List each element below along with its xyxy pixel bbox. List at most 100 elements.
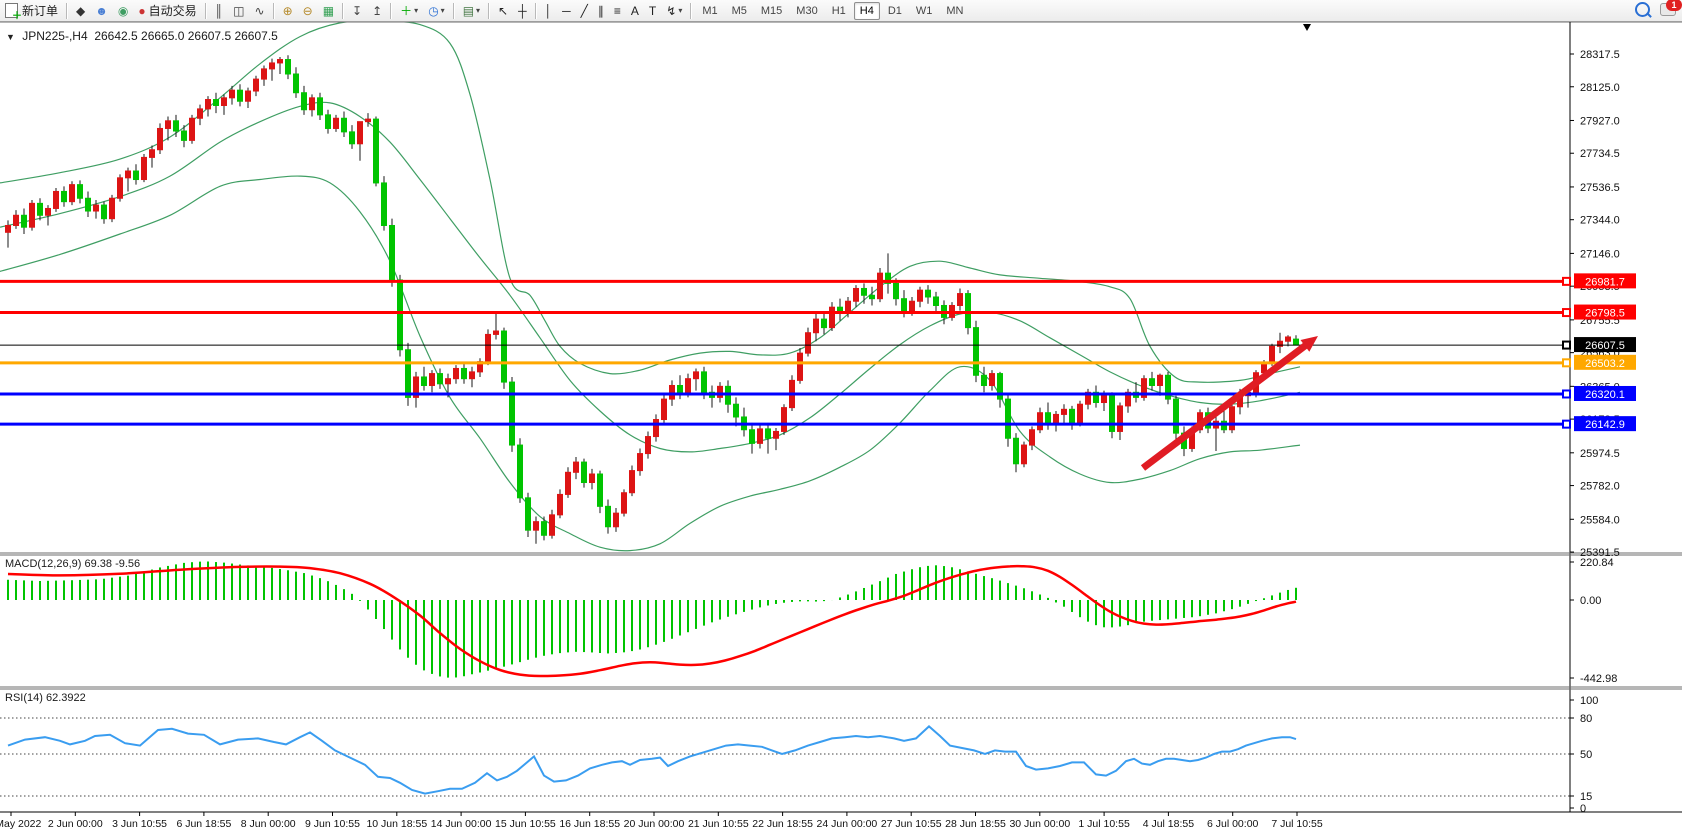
- candle: [1141, 378, 1147, 398]
- price-badge-label: 26607.5: [1585, 340, 1625, 352]
- price-tick-label: 28317.5: [1580, 49, 1620, 61]
- person-icon: ☻: [95, 3, 108, 18]
- candle: [357, 121, 363, 145]
- candlestick-button[interactable]: ◫: [229, 1, 248, 21]
- indicator-list-button[interactable]: ↧: [348, 1, 366, 21]
- community-button[interactable]: ☻: [91, 1, 112, 21]
- candle: [501, 330, 507, 383]
- signals-button[interactable]: ◉: [114, 1, 132, 21]
- macd-signal-line: [7, 564, 1297, 678]
- indicator-add-button[interactable]: ↥: [368, 1, 386, 21]
- chevron-down-icon[interactable]: ▾: [476, 6, 481, 15]
- candle: [917, 289, 923, 302]
- timeframe-m15-button[interactable]: M15: [760, 4, 783, 17]
- candle: [1173, 398, 1179, 434]
- rsi-line: [7, 725, 1297, 795]
- candle: [973, 327, 979, 376]
- timeframe-m5-button[interactable]: M5: [731, 4, 747, 17]
- autotrade-button[interactable]: ● 自动交易: [134, 1, 200, 21]
- chart-canvas[interactable]: 28317.5 28125.0 27927.0 27734.5 27536.5 27344…: [0, 22, 1682, 830]
- fibonacci-tool-button[interactable]: ≡: [610, 1, 625, 21]
- candle: [613, 512, 619, 528]
- chevron-down-icon[interactable]: ▾: [440, 6, 445, 15]
- time-tick-label: 15 Jun 10:55: [495, 818, 556, 830]
- macd-tick-label: 0.00: [1580, 595, 1601, 607]
- timeframe-w1-button[interactable]: W1: [915, 4, 933, 17]
- line-chart-button[interactable]: ∿: [251, 1, 269, 21]
- arrows-tool-button[interactable]: ↯ ▾: [662, 1, 686, 21]
- autotrade-button-label: 自动交易: [148, 4, 197, 18]
- chevron-down-icon[interactable]: ▾: [678, 6, 683, 15]
- quote-bar: ▼ JPN225-,H4 26642.5 26665.0 26607.5 266…: [6, 29, 278, 43]
- signal-icon: ◉: [117, 3, 129, 18]
- hline-axis-marker: [1562, 419, 1571, 429]
- timeframe-h1-button[interactable]: H1: [831, 4, 846, 17]
- candle: [77, 184, 83, 199]
- candle: [1277, 340, 1283, 347]
- period-button[interactable]: ◷ ▾: [424, 1, 449, 21]
- tile-windows-button[interactable]: ▦: [319, 1, 338, 21]
- timeframe-d1-button[interactable]: D1: [887, 4, 902, 17]
- candle: [853, 287, 859, 302]
- timeframe-m1-button[interactable]: M1: [702, 4, 718, 17]
- zoom-out-button[interactable]: ⊖: [299, 1, 317, 21]
- price-tick-label: 25584.0: [1580, 514, 1620, 526]
- candle: [365, 118, 371, 123]
- candle: [997, 373, 1003, 400]
- timeframe-mn-button[interactable]: MN: [946, 4, 964, 17]
- timeframe-m30-button[interactable]: M30: [796, 4, 818, 17]
- macd-indicator-label: MACD(12,26,9) 69.38 -9.56: [5, 558, 141, 570]
- time-tick-label: 9 Jun 10:55: [305, 818, 360, 830]
- price-tick-label: 25974.5: [1580, 448, 1620, 460]
- search-icon[interactable]: [1635, 2, 1650, 17]
- plus-chart-icon: ＋: [400, 3, 413, 18]
- text-tool-button[interactable]: A: [627, 1, 643, 21]
- hline-tool-button[interactable]: ─: [558, 1, 575, 21]
- drawn-arrow[interactable]: [1140, 339, 1313, 471]
- price-badge-label: 26981.7: [1585, 276, 1625, 288]
- vline-tool-button[interactable]: │: [541, 1, 557, 21]
- candle: [573, 461, 579, 473]
- zoom-in-button[interactable]: ⊕: [279, 1, 297, 21]
- candle: [1293, 338, 1299, 346]
- candle: [181, 130, 187, 141]
- add-indicator-button[interactable]: ＋ ▾: [396, 1, 422, 21]
- bar-chart-button[interactable]: ║: [211, 1, 228, 21]
- indicator-add-icon: ↥: [372, 3, 383, 18]
- candle: [549, 514, 555, 536]
- candle: [981, 374, 987, 386]
- channel-tool-button[interactable]: ∥: [594, 1, 608, 21]
- candle: [541, 521, 547, 536]
- price-badge: [1574, 337, 1636, 353]
- market-button[interactable]: ◆: [72, 1, 89, 21]
- drawn-arrow-head: [1300, 336, 1318, 352]
- candle: [925, 289, 931, 298]
- label-tool-button[interactable]: T: [645, 1, 660, 21]
- chart-window[interactable]: 28317.5 28125.0 27927.0 27734.5 27536.5 27344…: [0, 22, 1682, 830]
- cursor-button[interactable]: ↖: [494, 1, 512, 21]
- tile-windows-icon: ▦: [322, 3, 335, 18]
- crosshair-button[interactable]: ┼: [514, 1, 531, 21]
- chat-icon[interactable]: 1: [1660, 0, 1682, 16]
- candle: [589, 473, 595, 484]
- candle: [669, 384, 675, 400]
- template-button[interactable]: ▤ ▾: [459, 1, 484, 21]
- trendline-tool-button[interactable]: ╱: [577, 1, 592, 21]
- trendline-icon: ╱: [580, 3, 588, 18]
- macd-tick-label: -442.98: [1580, 673, 1617, 685]
- new-order-button[interactable]: 新订单: [1, 1, 62, 22]
- candle: [1093, 391, 1099, 404]
- candle: [557, 493, 563, 516]
- time-tick-label: 4 Jul 18:55: [1143, 818, 1195, 830]
- candle: [845, 300, 851, 313]
- candle: [293, 73, 299, 94]
- rsi-tick-label: 0: [1580, 803, 1586, 815]
- candle: [301, 92, 307, 111]
- candle: [525, 497, 531, 531]
- timeframe-h4-button[interactable]: H4: [853, 1, 880, 20]
- chevron-down-icon[interactable]: ▾: [414, 6, 419, 15]
- candle: [285, 59, 291, 75]
- doc-plus-icon: [5, 3, 22, 22]
- candle: [325, 114, 331, 129]
- collapse-ohlc-icon[interactable]: ▼: [6, 32, 15, 42]
